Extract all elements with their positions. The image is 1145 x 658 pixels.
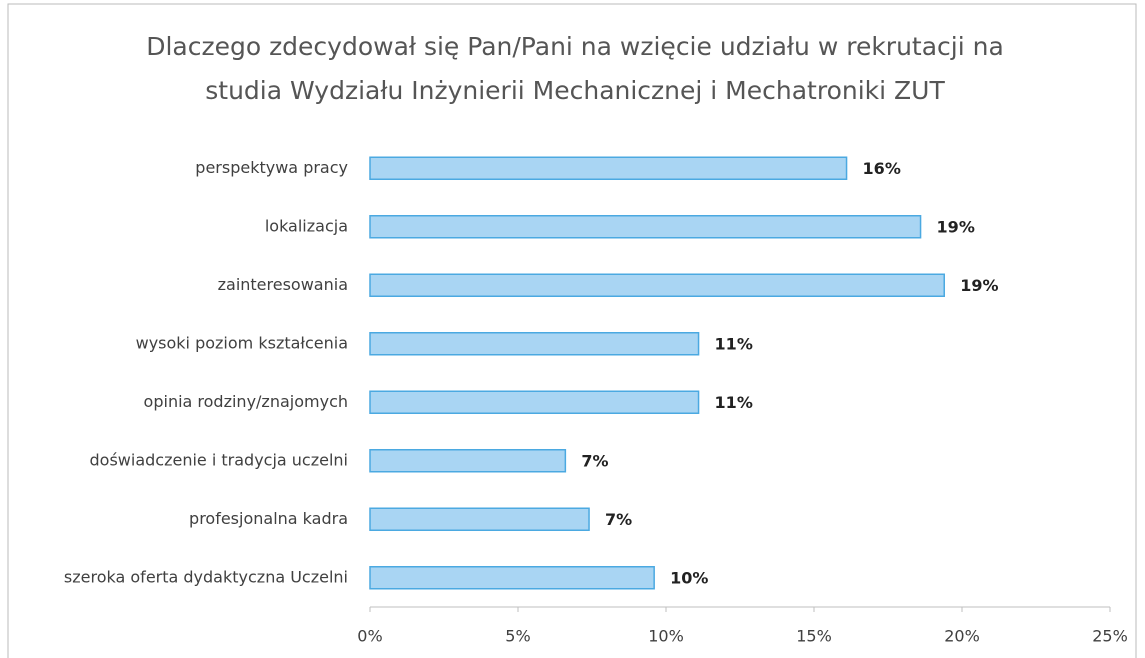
x-tick-label: 5% <box>505 627 530 646</box>
y-tick-label: szeroka oferta dydaktyczna Uczelni <box>64 567 348 586</box>
x-tick-label: 15% <box>796 627 832 646</box>
chart-border <box>7 3 1137 658</box>
y-tick-label: perspektywa pracy <box>195 158 348 177</box>
bar <box>369 273 945 297</box>
x-tick-label: 0% <box>357 627 382 646</box>
bar <box>369 390 700 414</box>
y-tick-label: zainteresowania <box>218 275 348 294</box>
bar <box>369 332 700 356</box>
y-tick-label: wysoki poziom kształcenia <box>136 333 348 352</box>
value-label: 11% <box>715 393 753 412</box>
bar <box>369 156 848 180</box>
y-tick-label: opinia rodziny/znajomych <box>144 392 348 411</box>
x-tick-label: 10% <box>648 627 684 646</box>
chart-title: Dlaczego zdecydował się Pan/Pani na wzię… <box>146 32 1004 61</box>
value-label: 19% <box>937 217 975 236</box>
x-tick-label: 25% <box>1092 627 1128 646</box>
bar <box>369 449 567 473</box>
y-tick-label: profesjonalna kadra <box>189 509 348 528</box>
value-label: 10% <box>670 568 708 587</box>
y-tick-label: lokalizacja <box>265 216 348 235</box>
x-tick-label: 20% <box>944 627 980 646</box>
y-tick-label: doświadczenie i tradycja uczelni <box>90 450 348 469</box>
bar <box>369 215 922 239</box>
value-label: 7% <box>605 510 632 529</box>
chart-title: studia Wydziału Inżynierii Mechanicznej … <box>205 76 945 105</box>
value-label: 16% <box>863 159 901 178</box>
bar <box>369 566 655 590</box>
value-label: 7% <box>581 451 608 470</box>
bar <box>369 507 590 531</box>
value-label: 19% <box>960 276 998 295</box>
value-label: 11% <box>715 334 753 353</box>
